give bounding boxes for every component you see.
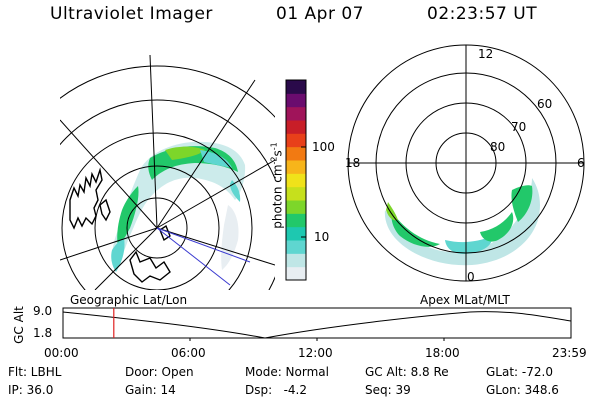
altitude-curve	[62, 311, 572, 339]
mlt-label-18: 18	[345, 156, 361, 170]
timeline-xtick-0: 00:00	[44, 346, 79, 360]
aurora-emission-geographic	[111, 141, 246, 272]
colorbar-band	[286, 146, 306, 161]
date-label: 01 Apr 07	[276, 4, 364, 24]
coastline	[69, 167, 171, 283]
mlt-label-12: 12	[478, 47, 494, 61]
mlt-label-0: 0	[467, 270, 475, 284]
info-dsp: Dsp: -4.2	[245, 383, 308, 397]
colorbar-band	[286, 213, 306, 228]
timeline-ymin: 1.8	[33, 326, 53, 340]
terminator-lines	[156, 227, 251, 286]
mlat-label-80: 80	[490, 140, 506, 154]
info-gc-alt: GC Alt: 8.8 Re	[365, 365, 449, 379]
timeline-axis-label: GC Alt	[12, 306, 26, 344]
colorbar-border	[285, 79, 307, 281]
colorbar-band	[286, 133, 306, 148]
colorbar-band	[286, 240, 306, 254]
timeline-ymax: 9.0	[33, 304, 53, 318]
timeline-plot	[62, 307, 572, 341]
colorbar-tick-100: 100	[312, 140, 335, 154]
timeline-ticks	[189, 338, 445, 341]
polar-plot	[347, 44, 585, 282]
time-label: 02:23:57 UT	[427, 4, 538, 24]
mlt-label-6: 6	[577, 156, 585, 170]
colorbar-band	[286, 226, 306, 241]
info-filter: Flt: LBHL	[8, 365, 62, 379]
colorbar-label-exp2: -1	[269, 142, 279, 151]
colorbar-band	[286, 160, 306, 174]
info-gain: Gain: 14	[125, 383, 176, 397]
colorbar	[285, 79, 307, 281]
colorbar-label-exp1: -2	[269, 156, 279, 165]
mlt-axes	[348, 45, 584, 281]
timeline-xtick-1: 06:00	[171, 346, 206, 360]
colorbar-band	[286, 93, 306, 108]
colorbar-band	[286, 173, 306, 188]
timeline-xtick-3: 18:00	[425, 346, 460, 360]
instrument-title: Ultraviolet Imager	[50, 4, 213, 24]
colorbar-band	[286, 106, 306, 121]
mlat-label-70: 70	[511, 120, 527, 134]
meridian-lines	[60, 55, 275, 290]
colorbar-label-text: photon cm	[270, 164, 285, 229]
info-door: Door: Open	[125, 365, 194, 379]
colorbar-label-mid: s	[270, 150, 285, 157]
colorbar-band	[286, 80, 306, 94]
aurora-emission-polar	[384, 178, 540, 266]
geographic-map	[60, 55, 275, 290]
info-mode: Mode: Normal	[245, 365, 329, 379]
projection-label-left: Geographic Lat/Lon	[70, 293, 188, 307]
colorbar-band	[286, 266, 306, 281]
mlat-label-60: 60	[537, 97, 553, 111]
colorbar-band	[286, 186, 306, 201]
colorbar-band	[286, 200, 306, 214]
info-ip: IP: 36.0	[8, 383, 54, 397]
timeline-xtick-2: 12:00	[298, 346, 333, 360]
timeline-xtick-4: 23:59	[552, 346, 587, 360]
info-glon: GLon: 348.6	[486, 383, 559, 397]
info-seq: Seq: 39	[365, 383, 411, 397]
colorbar-ticks	[301, 146, 306, 238]
colorbar-tick-10: 10	[314, 230, 330, 244]
info-glat: GLat: -72.0	[486, 365, 553, 379]
colorbar-band	[286, 253, 306, 268]
projection-label-right: Apex MLat/MLT	[420, 293, 510, 307]
colorbar-label: photon cm-2s-1	[270, 141, 285, 231]
latitude-circles	[60, 65, 275, 290]
colorbar-band	[286, 120, 306, 134]
